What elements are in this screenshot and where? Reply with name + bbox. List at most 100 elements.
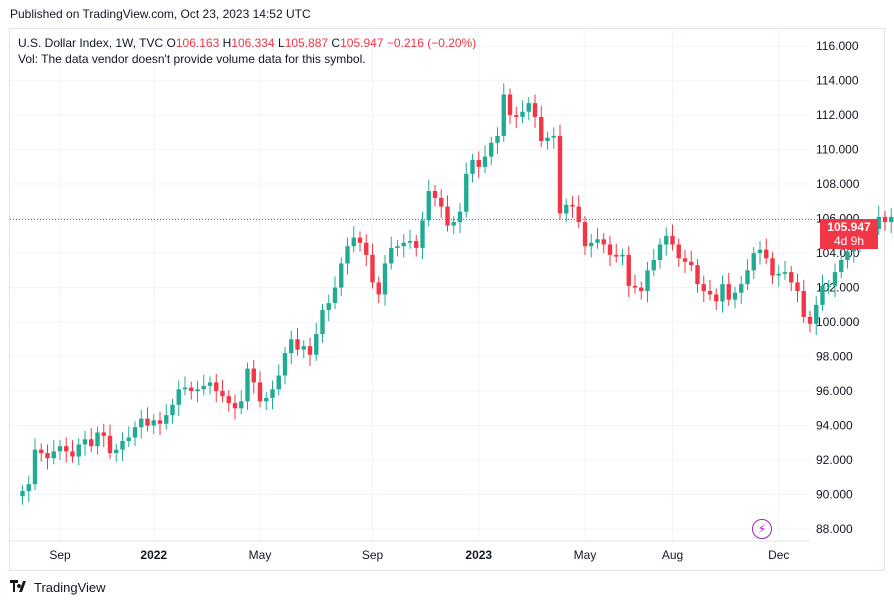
candle-body <box>414 241 419 248</box>
candle-body <box>814 304 819 324</box>
candle-body <box>489 142 494 157</box>
y-tick-label: 116.000 <box>816 39 859 53</box>
y-tick-label: 88.000 <box>816 522 853 536</box>
candle-body <box>345 246 350 264</box>
candle-body <box>651 260 656 271</box>
candle-body <box>257 382 263 402</box>
candle-body <box>189 387 194 392</box>
candle-body <box>482 156 488 167</box>
candle-body <box>295 339 300 350</box>
candle-body <box>439 197 444 207</box>
candle-body <box>114 449 119 454</box>
candle-body <box>589 242 594 247</box>
candle-body <box>570 204 575 207</box>
y-tick-label: 90.000 <box>816 487 853 501</box>
candle-body <box>626 254 631 286</box>
candle-body <box>157 420 163 424</box>
candle-body <box>276 375 281 390</box>
candle-body <box>351 237 356 247</box>
candle-body <box>301 346 306 350</box>
lightning-bolt-icon[interactable]: ⚡︎ <box>752 519 772 539</box>
candle-body <box>607 244 613 255</box>
candle-body <box>364 242 369 255</box>
candle-body <box>389 247 394 264</box>
candle-body <box>245 368 250 402</box>
high-label: H <box>222 36 232 50</box>
candle-body <box>564 204 569 214</box>
candle-body <box>476 160 481 167</box>
x-tick-label: May <box>249 548 272 562</box>
tradingview-logo-icon <box>10 580 30 595</box>
candle-body <box>139 418 144 428</box>
candle-body <box>889 216 894 223</box>
candle-body <box>457 211 463 223</box>
candle-body <box>226 396 231 404</box>
candle-body <box>339 263 344 288</box>
open-value: 106.163 <box>175 36 220 50</box>
candle-body <box>107 435 113 454</box>
candle-body <box>495 135 500 143</box>
candle-body <box>520 111 525 117</box>
candle-body <box>464 173 469 212</box>
candle-body <box>51 451 56 459</box>
candle-body <box>664 235 669 245</box>
candle-body <box>32 449 38 485</box>
candle-body <box>532 103 538 117</box>
candle-body <box>507 94 513 116</box>
candle-body <box>714 294 719 302</box>
candle-body <box>514 115 519 117</box>
candle-body <box>876 216 881 229</box>
candle-body <box>164 415 169 424</box>
candle-body <box>807 316 813 324</box>
candle-body <box>314 334 319 355</box>
chart-frame <box>9 28 885 571</box>
y-tick-label: 98.000 <box>816 350 853 364</box>
volume-note: Vol: The data vendor doesn't provide vol… <box>18 52 366 66</box>
x-tick-label: 2023 <box>465 548 492 562</box>
candle-body <box>445 206 450 226</box>
candle-body <box>795 282 800 292</box>
candle-body <box>782 272 788 274</box>
last-price-value: 105.947 <box>827 220 871 234</box>
y-tick-label: 94.000 <box>816 418 853 432</box>
close-label: C <box>331 36 341 50</box>
candle-body <box>82 439 88 445</box>
candle-body <box>64 446 69 452</box>
candle-body <box>20 491 25 497</box>
candle-body <box>539 116 544 142</box>
y-tick-label: 92.000 <box>816 453 853 467</box>
candle-body <box>270 389 275 398</box>
candle-body <box>39 449 44 454</box>
candle-body <box>376 282 381 295</box>
candle-body <box>145 418 150 426</box>
candle-body <box>182 387 188 390</box>
candle-body <box>126 437 131 442</box>
candle-body <box>745 270 750 285</box>
candle-body <box>832 272 838 286</box>
published-caption: Published on TradingView.com, Oct 23, 20… <box>10 7 311 21</box>
candle-body <box>120 441 125 450</box>
candle-body <box>151 420 156 426</box>
candle-body <box>101 432 106 436</box>
candle-body <box>639 287 644 292</box>
candle-body <box>201 385 206 390</box>
candle-body <box>882 216 888 223</box>
footer-brand: TradingView <box>34 580 106 595</box>
candle-body <box>320 309 325 335</box>
candle-body <box>176 389 181 405</box>
candle-body <box>739 284 744 293</box>
y-tick-label: 102.000 <box>816 281 860 295</box>
y-tick-label: 112.000 <box>816 108 859 122</box>
candle-body <box>645 270 650 292</box>
candle-body <box>801 291 806 317</box>
x-tick-label: May <box>574 548 597 562</box>
candle-body <box>89 439 94 447</box>
legend: U.S. Dollar Index, 1W, TVC O106.163 H106… <box>18 35 476 67</box>
candle-body <box>214 382 219 392</box>
candle-body <box>170 404 175 416</box>
candle-body <box>695 265 700 285</box>
change-value: −0.216 (−0.20%) <box>386 36 477 50</box>
candle-body <box>332 287 338 304</box>
candle-body <box>820 285 825 305</box>
